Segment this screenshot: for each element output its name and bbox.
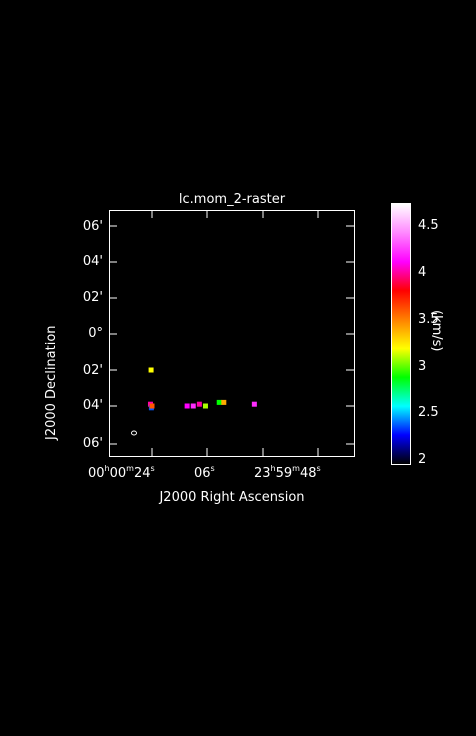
colorbar-tick-label: 4 [418,265,427,280]
y-tick-label: 02' [82,290,103,305]
x-axis-label: J2000 Right Ascension [159,490,305,505]
x-tick-label: 06s [194,464,215,481]
y-tick-label: 0° [88,326,103,341]
x-tick-label: 00h00m24s [88,464,155,481]
x-tick-label: 23h59m48s [254,464,321,481]
raster-pixel [149,403,155,409]
raster-pixel [190,403,196,409]
raster-pixel [196,401,202,407]
colorbar [391,203,411,465]
y-tick-label: 04' [82,254,103,269]
colorbar-tick-label: 3 [418,359,427,374]
colorbar-tick-label: 4.5 [418,218,439,233]
colorbar-label: (km/s) [429,310,444,352]
y-axis-label: J2000 Declination [44,325,59,440]
raster-pixel [148,367,154,373]
y-tick-label: 06' [82,436,103,451]
y-tick-label: 02' [82,363,103,378]
y-tick-label: 04' [82,398,103,413]
raster-pixel [202,403,208,409]
raster-pixel [221,399,227,405]
y-tick-label: 06' [82,219,103,234]
colorbar-tick-label: 3.5 [418,312,439,327]
plot-title: lc.mom_2-raster [178,192,286,207]
raster-pixel [251,401,257,407]
colorbar-tick-label: 2.5 [418,405,439,420]
raster-pixel [184,403,190,409]
beam-ellipse [131,430,137,436]
raster-pixel [216,399,222,405]
colorbar-tick-label: 2 [418,452,427,467]
